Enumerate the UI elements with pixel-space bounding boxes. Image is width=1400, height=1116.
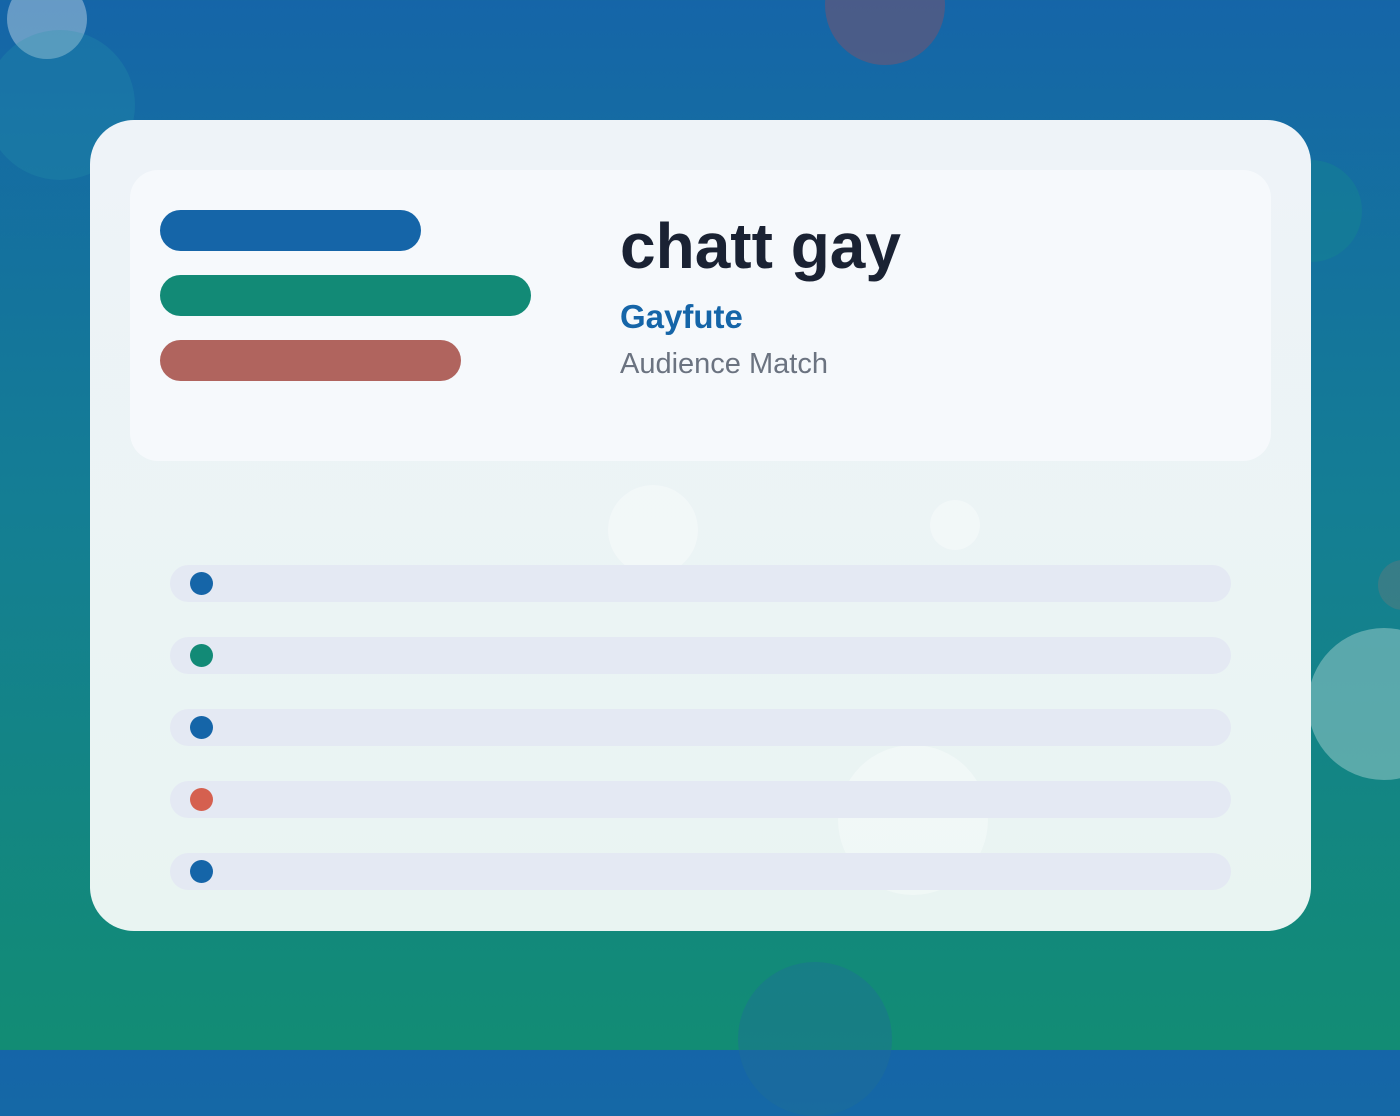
background-bubble [1378, 560, 1400, 610]
status-dot-icon [190, 860, 213, 883]
page-subtitle: Audience Match [620, 348, 828, 380]
status-dot-icon [190, 788, 213, 811]
list-item [170, 709, 1231, 746]
background-bubble [825, 0, 945, 65]
card-bubble [608, 485, 698, 575]
list-item [170, 637, 1231, 674]
list-item [170, 781, 1231, 818]
card-bubble [930, 500, 980, 550]
status-dot-icon [190, 644, 213, 667]
legend-bar-blue [160, 210, 421, 251]
background-bubble [738, 962, 892, 1116]
status-dot-icon [190, 572, 213, 595]
list-item [170, 565, 1231, 602]
brand-name: Gayfute [620, 298, 743, 335]
legend-bar-red [160, 340, 461, 381]
list-item [170, 853, 1231, 890]
status-dot-icon [190, 716, 213, 739]
background-bubble [1308, 628, 1400, 780]
page-title: chatt gay [620, 210, 901, 282]
legend-bar-green [160, 275, 531, 316]
hero-panel: chatt gay Gayfute Audience Match [130, 170, 1271, 461]
main-card: chatt gay Gayfute Audience Match [90, 120, 1311, 931]
